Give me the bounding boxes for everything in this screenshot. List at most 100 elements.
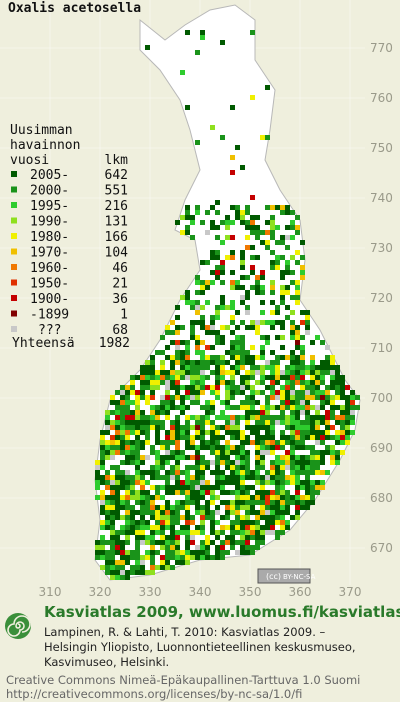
occurrence-square bbox=[260, 485, 265, 490]
occurrence-square bbox=[215, 380, 220, 385]
occurrence-square bbox=[205, 330, 210, 335]
occurrence-square bbox=[165, 355, 170, 360]
occurrence-square bbox=[340, 405, 345, 410]
occurrence-square bbox=[200, 365, 205, 370]
occurrence-square bbox=[270, 300, 275, 305]
occurrence-square bbox=[230, 465, 235, 470]
occurrence-square bbox=[260, 505, 265, 510]
occurrence-square bbox=[300, 400, 305, 405]
occurrence-square bbox=[190, 360, 195, 365]
occurrence-square bbox=[175, 390, 180, 395]
occurrence-square bbox=[195, 465, 200, 470]
occurrence-square bbox=[125, 550, 130, 555]
occurrence-square bbox=[195, 500, 200, 505]
occurrence-square bbox=[270, 510, 275, 515]
occurrence-square bbox=[225, 350, 230, 355]
occurrence-square bbox=[120, 475, 125, 480]
citation: Lampinen, R. & Lahti, T. 2010: Kasviatla… bbox=[44, 625, 326, 639]
occurrence-square bbox=[190, 235, 195, 240]
occurrence-square bbox=[215, 460, 220, 465]
occurrence-square bbox=[225, 475, 230, 480]
occurrence-square bbox=[135, 525, 140, 530]
legend-swatch bbox=[11, 279, 17, 286]
occurrence-square bbox=[285, 370, 290, 375]
occurrence-square bbox=[150, 425, 155, 430]
legend-total-label: Yhteensä bbox=[12, 336, 75, 351]
occurrence-square bbox=[140, 540, 145, 545]
occurrence-square bbox=[310, 340, 315, 345]
occurrence-square bbox=[145, 415, 150, 420]
occurrence-square bbox=[300, 310, 305, 315]
occurrence-square bbox=[315, 365, 320, 370]
occurrence-square bbox=[285, 270, 290, 275]
east-label: 320 bbox=[89, 585, 112, 599]
occurrence-square bbox=[165, 325, 170, 330]
occurrence-square bbox=[200, 305, 205, 310]
license: http://creativecommons.org/licenses/by-n… bbox=[6, 687, 302, 701]
occurrence-square bbox=[140, 415, 145, 420]
occurrence-square bbox=[245, 530, 250, 535]
occurrence-square bbox=[275, 355, 280, 360]
occurrence-square bbox=[255, 225, 260, 230]
occurrence-square bbox=[275, 445, 280, 450]
occurrence-square bbox=[155, 375, 160, 380]
occurrence-square bbox=[295, 405, 300, 410]
occurrence-square bbox=[110, 395, 115, 400]
occurrence-square bbox=[195, 435, 200, 440]
occurrence-square bbox=[285, 450, 290, 455]
occurrence-square bbox=[180, 550, 185, 555]
occurrence-square bbox=[185, 480, 190, 485]
occurrence-square bbox=[265, 470, 270, 475]
occurrence-square bbox=[200, 35, 205, 40]
occurrence-square bbox=[150, 420, 155, 425]
occurrence-square bbox=[270, 385, 275, 390]
occurrence-square bbox=[190, 325, 195, 330]
occurrence-square bbox=[190, 305, 195, 310]
occurrence-square bbox=[185, 510, 190, 515]
occurrence-square bbox=[135, 540, 140, 545]
occurrence-square bbox=[225, 420, 230, 425]
occurrence-square bbox=[345, 400, 350, 405]
occurrence-square bbox=[210, 510, 215, 515]
occurrence-square bbox=[220, 530, 225, 535]
occurrence-square bbox=[220, 490, 225, 495]
occurrence-square bbox=[105, 515, 110, 520]
occurrence-square bbox=[115, 570, 120, 575]
occurrence-square bbox=[205, 460, 210, 465]
occurrence-square bbox=[180, 490, 185, 495]
occurrence-square bbox=[320, 435, 325, 440]
badge-cc: (cc) bbox=[266, 572, 281, 581]
occurrence-square bbox=[135, 465, 140, 470]
occurrence-square bbox=[180, 295, 185, 300]
occurrence-square bbox=[215, 365, 220, 370]
occurrence-square bbox=[165, 405, 170, 410]
legend-swatch bbox=[11, 233, 17, 239]
occurrence-square bbox=[160, 425, 165, 430]
occurrence-square bbox=[265, 475, 270, 480]
occurrence-square bbox=[295, 225, 300, 230]
occurrence-square bbox=[235, 505, 240, 510]
occurrence-square bbox=[255, 455, 260, 460]
occurrence-square bbox=[300, 480, 305, 485]
occurrence-square bbox=[245, 475, 250, 480]
occurrence-square bbox=[265, 340, 270, 345]
north-label: 770 bbox=[370, 41, 393, 55]
occurrence-square bbox=[155, 350, 160, 355]
occurrence-square bbox=[135, 405, 140, 410]
occurrence-square bbox=[325, 345, 330, 350]
occurrence-square bbox=[255, 460, 260, 465]
occurrence-square bbox=[280, 505, 285, 510]
occurrence-square bbox=[140, 370, 145, 375]
occurrence-square bbox=[340, 420, 345, 425]
occurrence-square bbox=[150, 485, 155, 490]
occurrence-square bbox=[240, 465, 245, 470]
occurrence-square bbox=[235, 370, 240, 375]
occurrence-square bbox=[240, 165, 245, 170]
occurrence-square bbox=[230, 460, 235, 465]
occurrence-square bbox=[110, 560, 115, 565]
occurrence-square bbox=[185, 495, 190, 500]
occurrence-square bbox=[105, 475, 110, 480]
occurrence-square bbox=[110, 400, 115, 405]
occurrence-square bbox=[145, 455, 150, 460]
occurrence-square bbox=[315, 380, 320, 385]
